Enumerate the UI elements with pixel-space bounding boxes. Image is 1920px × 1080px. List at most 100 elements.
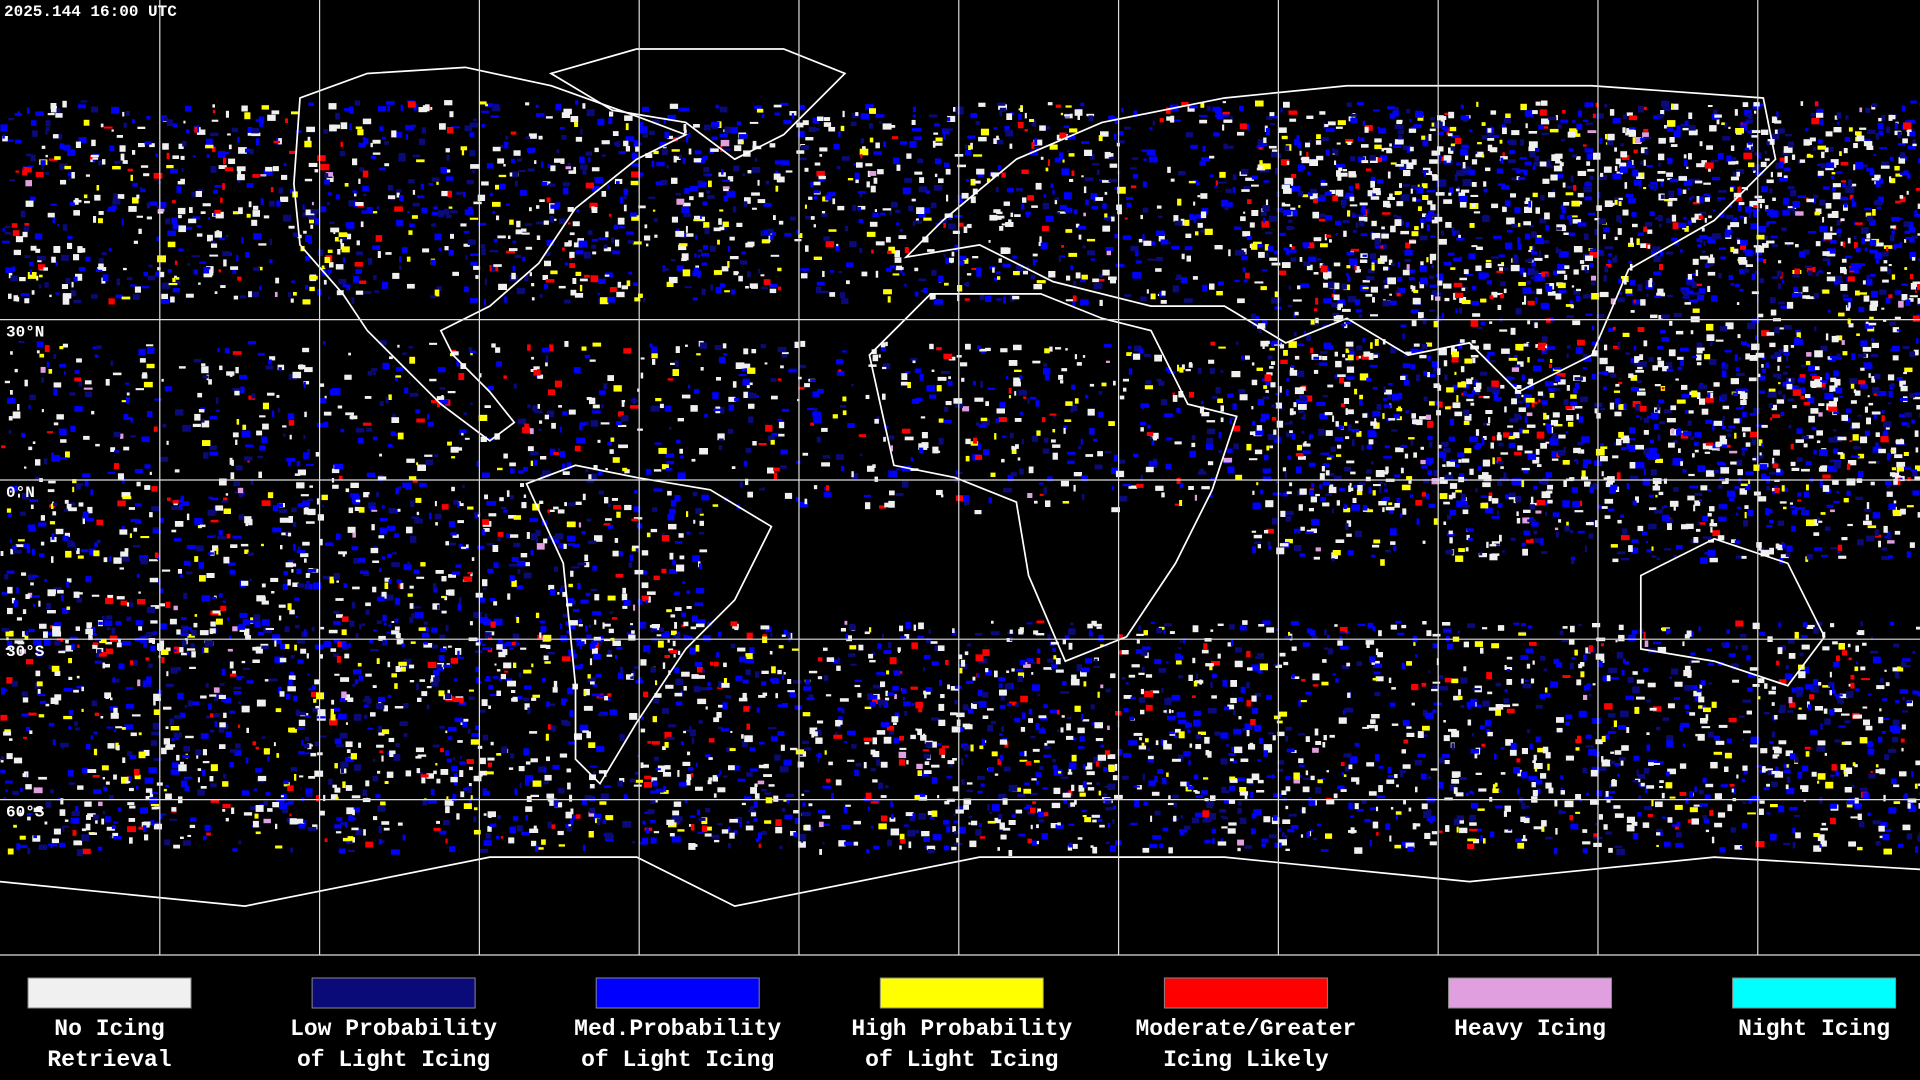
icing-pixel bbox=[1160, 239, 1169, 245]
icing-pixel bbox=[237, 179, 241, 183]
icing-pixel bbox=[1668, 190, 1675, 198]
icing-pixel bbox=[1024, 112, 1027, 119]
icing-pixel bbox=[676, 198, 685, 205]
icing-pixel bbox=[31, 290, 35, 295]
icing-pixel bbox=[146, 363, 155, 369]
icing-pixel bbox=[434, 454, 439, 458]
icing-pixel bbox=[774, 112, 781, 116]
icing-pixel bbox=[1806, 266, 1816, 273]
icing-pixel bbox=[90, 489, 93, 496]
icing-pixel bbox=[1643, 187, 1647, 190]
icing-pixel bbox=[288, 292, 291, 298]
icing-pixel bbox=[761, 114, 765, 119]
icing-pixel bbox=[1073, 472, 1082, 477]
icing-pixel bbox=[153, 172, 163, 179]
icing-pixel bbox=[1256, 167, 1266, 171]
icing-pixel bbox=[1548, 364, 1552, 369]
icing-pixel bbox=[1731, 217, 1737, 221]
icing-pixel bbox=[481, 123, 485, 128]
icing-pixel bbox=[244, 112, 251, 120]
icing-pixel bbox=[1761, 186, 1768, 193]
icing-pixel bbox=[973, 154, 983, 157]
icing-pixel bbox=[331, 388, 341, 395]
icing-pixel bbox=[1724, 350, 1732, 353]
icing-pixel bbox=[1702, 777, 1707, 783]
icing-pixel bbox=[536, 221, 545, 225]
icing-pixel bbox=[289, 150, 298, 154]
icing-pixel bbox=[155, 271, 160, 277]
icing-pixel bbox=[484, 613, 488, 619]
icing-pixel bbox=[248, 201, 252, 208]
icing-pixel bbox=[172, 155, 179, 159]
icing-pixel bbox=[816, 281, 825, 286]
icing-pixel bbox=[91, 594, 100, 597]
icing-pixel bbox=[1194, 214, 1204, 219]
icing-pixel bbox=[1262, 204, 1270, 212]
icing-pixel bbox=[1524, 295, 1527, 303]
icing-pixel bbox=[579, 422, 587, 426]
icing-pixel bbox=[1819, 225, 1828, 233]
icing-pixel bbox=[0, 551, 4, 556]
icing-pixel bbox=[1502, 206, 1506, 213]
icing-pixel bbox=[1047, 476, 1053, 482]
icing-pixel bbox=[435, 522, 438, 526]
icing-pixel bbox=[1271, 262, 1281, 266]
icing-pixel bbox=[1008, 360, 1018, 366]
icing-pixel bbox=[23, 226, 30, 232]
icing-pixel bbox=[1778, 382, 1781, 385]
icing-pixel bbox=[623, 204, 627, 212]
icing-pixel bbox=[11, 223, 18, 228]
icing-pixel bbox=[1562, 182, 1566, 188]
icing-pixel bbox=[1074, 109, 1083, 116]
icing-pixel bbox=[662, 146, 667, 149]
icing-pixel bbox=[912, 220, 916, 226]
icing-pixel bbox=[559, 451, 565, 458]
icing-pixel bbox=[149, 792, 154, 797]
icing-pixel bbox=[261, 583, 266, 588]
icing-pixel bbox=[8, 117, 14, 121]
icing-pixel bbox=[599, 297, 609, 305]
icing-pixel bbox=[1317, 258, 1322, 261]
icing-pixel bbox=[1294, 355, 1300, 360]
icing-pixel bbox=[70, 425, 76, 432]
icing-pixel bbox=[1631, 159, 1634, 166]
icing-pixel bbox=[666, 165, 670, 169]
icing-pixel bbox=[987, 387, 995, 391]
icing-pixel bbox=[728, 246, 731, 252]
icing-pixel bbox=[773, 467, 780, 472]
icing-pixel bbox=[1688, 125, 1696, 131]
icing-pixel bbox=[84, 200, 90, 204]
icing-pixel bbox=[579, 643, 582, 649]
icing-pixel bbox=[35, 459, 41, 466]
icing-pixel bbox=[36, 341, 44, 348]
icing-pixel bbox=[1035, 147, 1039, 152]
icing-pixel bbox=[664, 405, 671, 412]
icing-pixel bbox=[882, 366, 887, 370]
icing-pixel bbox=[214, 209, 221, 214]
icing-pixel bbox=[1680, 360, 1684, 367]
icing-pixel bbox=[267, 392, 275, 396]
icing-pixel bbox=[105, 597, 114, 605]
icing-pixel bbox=[1488, 417, 1491, 424]
icing-pixel bbox=[569, 251, 575, 258]
icing-pixel bbox=[686, 511, 689, 517]
icing-pixel bbox=[1850, 382, 1855, 389]
icing-pixel bbox=[1742, 411, 1747, 417]
icing-pixel bbox=[1166, 437, 1173, 441]
icing-pixel bbox=[1208, 359, 1215, 364]
icing-pixel bbox=[838, 369, 842, 372]
icing-pixel bbox=[399, 265, 402, 270]
icing-pixel bbox=[1410, 126, 1415, 130]
icing-pixel bbox=[612, 250, 621, 255]
icing-pixel bbox=[416, 511, 420, 516]
icing-pixel bbox=[882, 123, 892, 130]
icing-pixel bbox=[1721, 363, 1729, 370]
icing-pixel bbox=[1421, 343, 1428, 350]
icing-pixel bbox=[523, 494, 527, 498]
icing-pixel bbox=[27, 272, 37, 279]
icing-pixel bbox=[411, 215, 418, 219]
icing-pixel bbox=[691, 615, 698, 623]
icing-pixel bbox=[1419, 235, 1428, 241]
icing-pixel bbox=[46, 602, 51, 610]
icing-pixel bbox=[166, 440, 169, 445]
